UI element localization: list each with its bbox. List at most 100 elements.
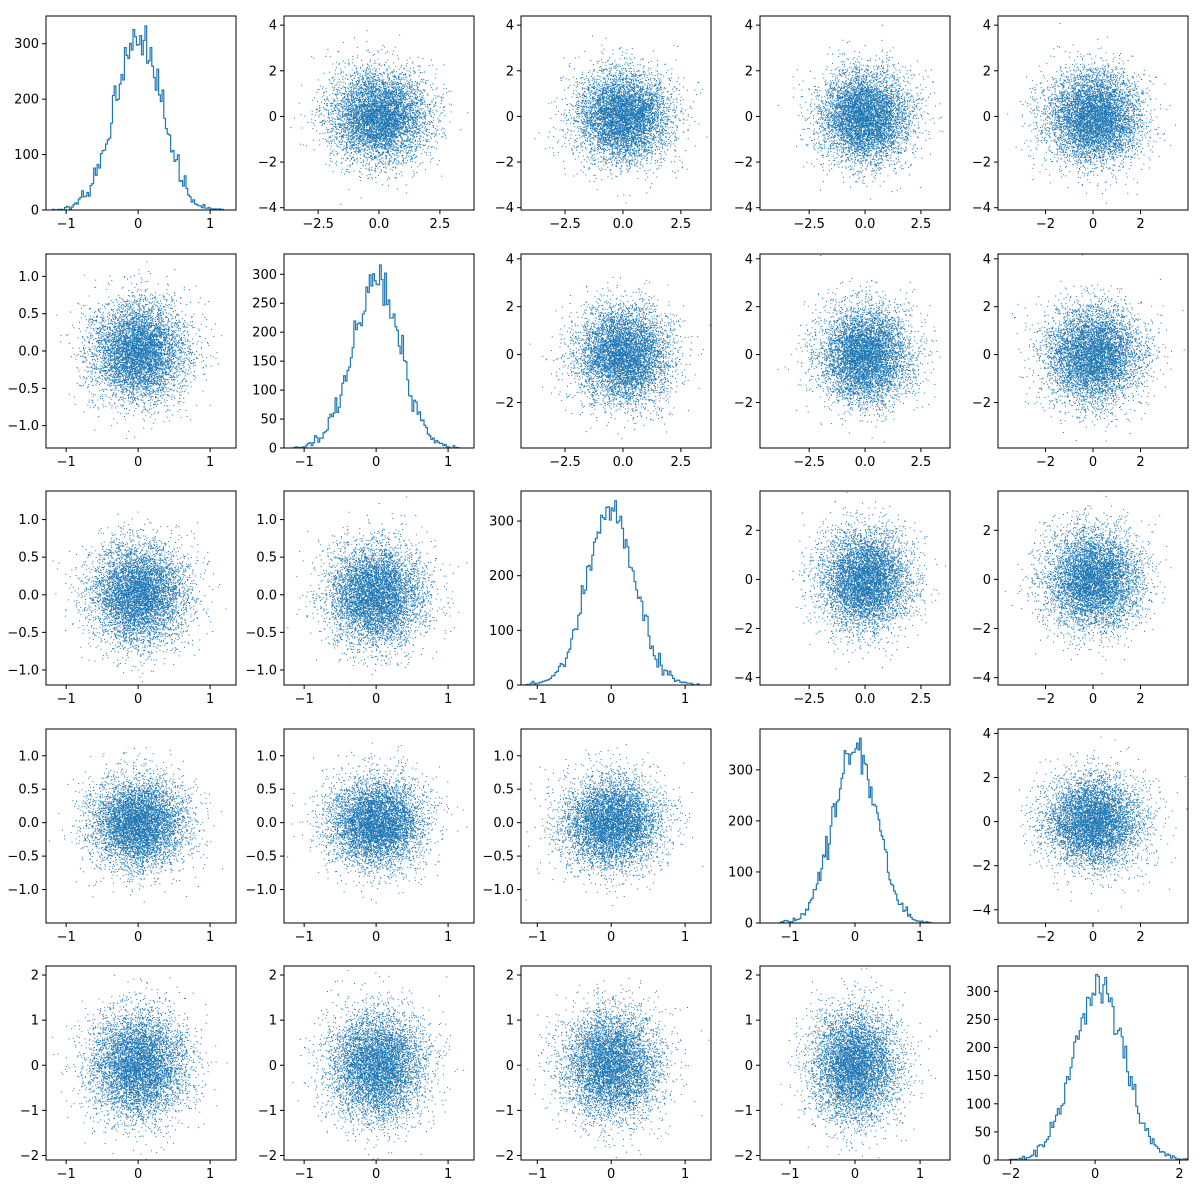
scatter-point bbox=[403, 160, 404, 161]
scatter-point bbox=[357, 57, 358, 58]
scatter-point bbox=[373, 115, 374, 116]
scatter-point bbox=[446, 88, 447, 89]
scatter-point bbox=[416, 105, 417, 106]
scatter-point bbox=[398, 115, 399, 116]
scatter-point bbox=[438, 122, 439, 123]
scatter-point bbox=[368, 123, 369, 124]
scatter-point bbox=[405, 97, 406, 98]
scatter-point bbox=[317, 89, 318, 90]
scatter-point bbox=[399, 69, 400, 70]
scatter-point bbox=[415, 91, 416, 92]
scatter-point bbox=[403, 127, 404, 128]
scatter-point bbox=[373, 93, 374, 94]
scatter-point bbox=[401, 138, 402, 139]
scatter-point bbox=[353, 134, 354, 135]
scatter-point bbox=[358, 110, 359, 111]
scatter-point bbox=[407, 60, 408, 61]
scatter-point bbox=[320, 86, 321, 87]
scatter-point bbox=[346, 102, 347, 103]
scatter-point bbox=[346, 107, 347, 108]
scatter-point bbox=[395, 47, 396, 48]
scatter-point bbox=[374, 77, 375, 78]
scatter-point bbox=[329, 138, 330, 139]
scatter-point bbox=[419, 65, 420, 66]
scatter-point bbox=[441, 97, 442, 98]
scatter-point bbox=[381, 115, 382, 116]
scatter-point bbox=[389, 160, 390, 161]
scatter-point bbox=[334, 141, 335, 142]
scatter-point bbox=[333, 101, 334, 102]
scatter-point bbox=[407, 114, 408, 115]
scatter-point bbox=[373, 87, 374, 88]
scatter-point bbox=[352, 118, 353, 119]
scatter-point bbox=[333, 90, 334, 91]
scatter-point bbox=[362, 125, 363, 126]
scatter-point bbox=[363, 77, 364, 78]
scatter-point bbox=[370, 138, 371, 139]
scatter-point bbox=[348, 99, 349, 100]
scatter-point bbox=[374, 158, 375, 159]
scatter-point bbox=[395, 66, 396, 67]
scatter-point bbox=[427, 139, 428, 140]
scatter-point bbox=[385, 62, 386, 63]
scatter-point bbox=[346, 115, 347, 116]
scatter-point bbox=[381, 142, 382, 143]
scatter-point bbox=[387, 148, 388, 149]
scatter-point bbox=[329, 118, 330, 119]
scatter-point bbox=[341, 130, 342, 131]
scatter-point bbox=[396, 128, 397, 129]
scatter-point bbox=[344, 94, 345, 95]
scatter-point bbox=[321, 122, 322, 123]
scatter-point bbox=[374, 100, 375, 101]
scatter-point bbox=[412, 116, 413, 117]
scatter-point bbox=[414, 85, 415, 86]
scatter-point bbox=[351, 145, 352, 146]
scatter-point bbox=[410, 159, 411, 160]
scatter-point bbox=[416, 129, 417, 130]
scatter-point bbox=[406, 86, 407, 87]
scatter-point bbox=[369, 68, 370, 69]
scatter-point bbox=[378, 135, 379, 136]
scatter-point bbox=[399, 74, 400, 75]
scatter-point bbox=[370, 142, 371, 143]
scatter-point bbox=[403, 124, 404, 125]
scatter-point bbox=[372, 69, 373, 70]
scatter-point bbox=[345, 63, 346, 64]
scatter-point bbox=[369, 142, 370, 143]
scatter-point bbox=[359, 141, 360, 142]
scatter-point bbox=[428, 107, 429, 108]
scatter-point bbox=[366, 75, 367, 76]
scatter-point bbox=[402, 175, 403, 176]
scatter-point bbox=[408, 113, 409, 114]
scatter-point bbox=[389, 139, 390, 140]
scatter-point bbox=[331, 123, 332, 124]
scatter-point bbox=[372, 179, 373, 180]
scatter-point bbox=[337, 154, 338, 155]
scatter-point bbox=[411, 87, 412, 88]
scatter-point bbox=[392, 167, 393, 168]
scatter-point bbox=[363, 162, 364, 163]
scatter-point bbox=[356, 68, 357, 69]
scatter-point bbox=[383, 85, 384, 86]
scatter-point bbox=[415, 127, 416, 128]
scatter-point bbox=[444, 132, 445, 133]
scatter-point bbox=[332, 128, 333, 129]
scatter-point bbox=[377, 85, 378, 86]
scatter-point bbox=[388, 90, 389, 91]
scatter-point bbox=[414, 102, 415, 103]
scatter-point bbox=[367, 139, 368, 140]
scatter-point bbox=[354, 111, 355, 112]
scatter-point bbox=[333, 77, 334, 78]
scatter-point bbox=[395, 159, 396, 160]
scatter-point bbox=[375, 133, 376, 134]
scatter-point bbox=[372, 92, 373, 93]
scatter-point bbox=[395, 113, 396, 114]
scatter-point bbox=[416, 85, 417, 86]
scatter-point bbox=[345, 83, 346, 84]
scatter-point bbox=[328, 129, 329, 130]
scatter-point bbox=[361, 144, 362, 145]
scatter-point bbox=[406, 192, 407, 193]
scatter-point bbox=[408, 123, 409, 124]
scatter-point bbox=[436, 130, 437, 131]
scatter-point bbox=[341, 120, 342, 121]
